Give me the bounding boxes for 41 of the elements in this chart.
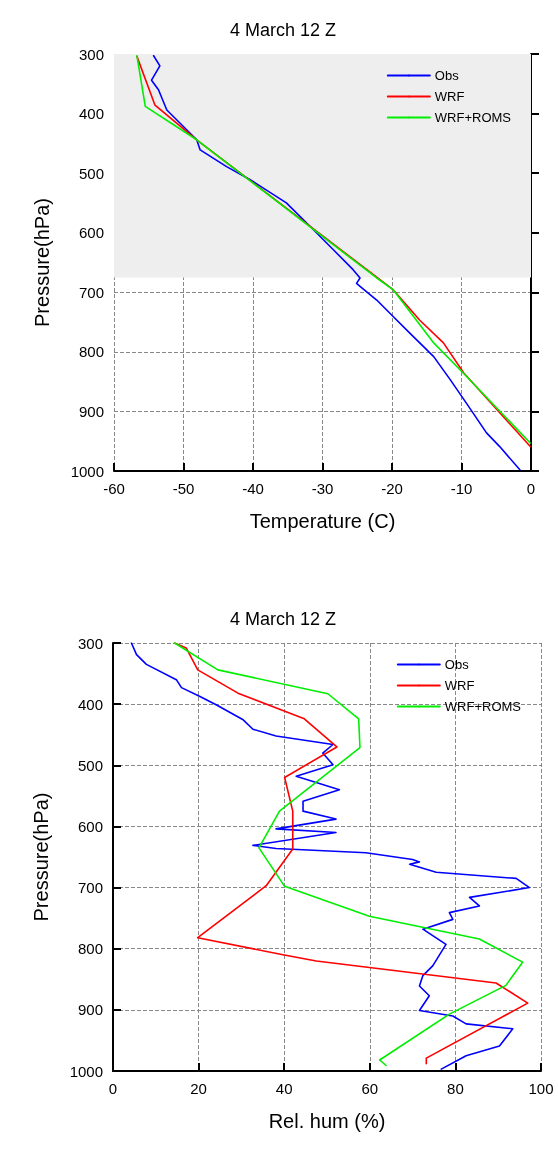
chart-title: 4 March 12 Z: [229, 609, 337, 629]
y-tick-label: 800: [77, 940, 103, 958]
legend-label: WRF+ROMS: [434, 110, 512, 125]
y-tick-label: 500: [78, 164, 104, 182]
x-tick-label: -60: [103, 480, 125, 497]
y-tick-label: 900: [77, 1001, 103, 1019]
x-tick-label: 20: [190, 1080, 207, 1097]
x-tick-label: -10: [450, 480, 473, 497]
y-tick-label: 600: [77, 817, 103, 835]
x-tick-label: 60: [361, 1080, 379, 1097]
y-tick-label: 500: [77, 756, 103, 774]
x-axis-title: Temperature (C): [249, 510, 396, 532]
y-tick-label: 900: [78, 402, 104, 420]
y-tick-label: 1000: [70, 462, 104, 480]
x-tick-label: 40: [275, 1080, 293, 1097]
chart-title: 4 March 12 Z: [229, 20, 337, 40]
x-tick-label: 100: [528, 1080, 554, 1097]
x-tick-label: 80: [447, 1080, 464, 1097]
y-tick-label: 1000: [69, 1062, 103, 1080]
y-tick-label: 800: [78, 343, 104, 361]
y-tick-label: 700: [78, 283, 104, 301]
x-tick-label: -20: [381, 480, 403, 497]
x-tick-label: -50: [172, 480, 195, 497]
legend-label: Obs: [444, 657, 470, 672]
y-tick-label: 300: [77, 634, 103, 652]
x-tick-label: -40: [242, 480, 264, 497]
y-axis-title: Pressure(hPa): [30, 792, 52, 922]
x-tick-label: 0: [526, 480, 536, 497]
x-axis-title: Rel. hum (%): [268, 1110, 386, 1132]
y-tick-label: 300: [78, 45, 104, 63]
legend-label: WRF+ROMS: [444, 699, 522, 714]
y-axis-title: Pressure(hPa): [31, 198, 53, 327]
legend-label: WRF: [444, 678, 475, 693]
legend-label: WRF: [434, 89, 465, 104]
x-tick-label: -30: [311, 480, 334, 497]
y-tick-label: 400: [77, 695, 103, 713]
legend-label: Obs: [434, 68, 460, 83]
y-tick-label: 400: [78, 105, 104, 123]
y-tick-label: 700: [77, 879, 103, 897]
x-tick-label: 0: [108, 1080, 118, 1097]
y-tick-label: 600: [78, 224, 104, 242]
